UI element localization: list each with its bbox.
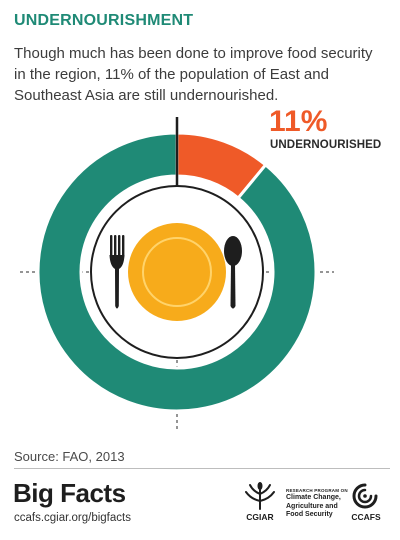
category-data-label: UNDERNOURISHED xyxy=(270,139,382,151)
spoon-icon xyxy=(224,236,242,309)
fork-tine xyxy=(110,235,113,257)
brand-url: ccafs.cgiar.org/bigfacts xyxy=(14,512,131,524)
fork-tine xyxy=(122,235,125,257)
donut-slices xyxy=(36,117,318,413)
cgiar-wheat-icon xyxy=(245,482,275,510)
donut-chart xyxy=(20,117,334,432)
program-kicker: RESEARCH PROGRAM ON xyxy=(286,488,348,493)
ccafs-wordmark: CCAFS xyxy=(351,512,381,522)
ccafs-swirl-icon xyxy=(352,483,378,509)
plate-illustration xyxy=(90,185,264,359)
source-note: Source: FAO, 2013 xyxy=(14,449,125,464)
donut-slice-other-population xyxy=(36,131,318,413)
spoon-handle xyxy=(230,264,236,309)
fork-tine xyxy=(114,235,117,257)
brand-title: Big Facts xyxy=(13,478,126,508)
fork-handle xyxy=(109,255,125,309)
spoon-bowl xyxy=(224,236,242,266)
percent-data-label: 11% xyxy=(269,105,328,138)
fork-icon xyxy=(109,235,125,309)
chart-description: Though much has been done to improve foo… xyxy=(14,45,373,104)
program-name: Climate Change, Agriculture and Food Sec… xyxy=(286,494,341,518)
footer-divider xyxy=(14,468,390,469)
cgiar-wordmark: CGIAR xyxy=(246,512,274,522)
chart-title: UNDERNOURISHMENT xyxy=(14,12,194,29)
plate-rim xyxy=(142,237,212,307)
fork-tine xyxy=(118,235,121,257)
program-block: RESEARCH PROGRAM ON Climate Change, Agri… xyxy=(286,488,352,520)
